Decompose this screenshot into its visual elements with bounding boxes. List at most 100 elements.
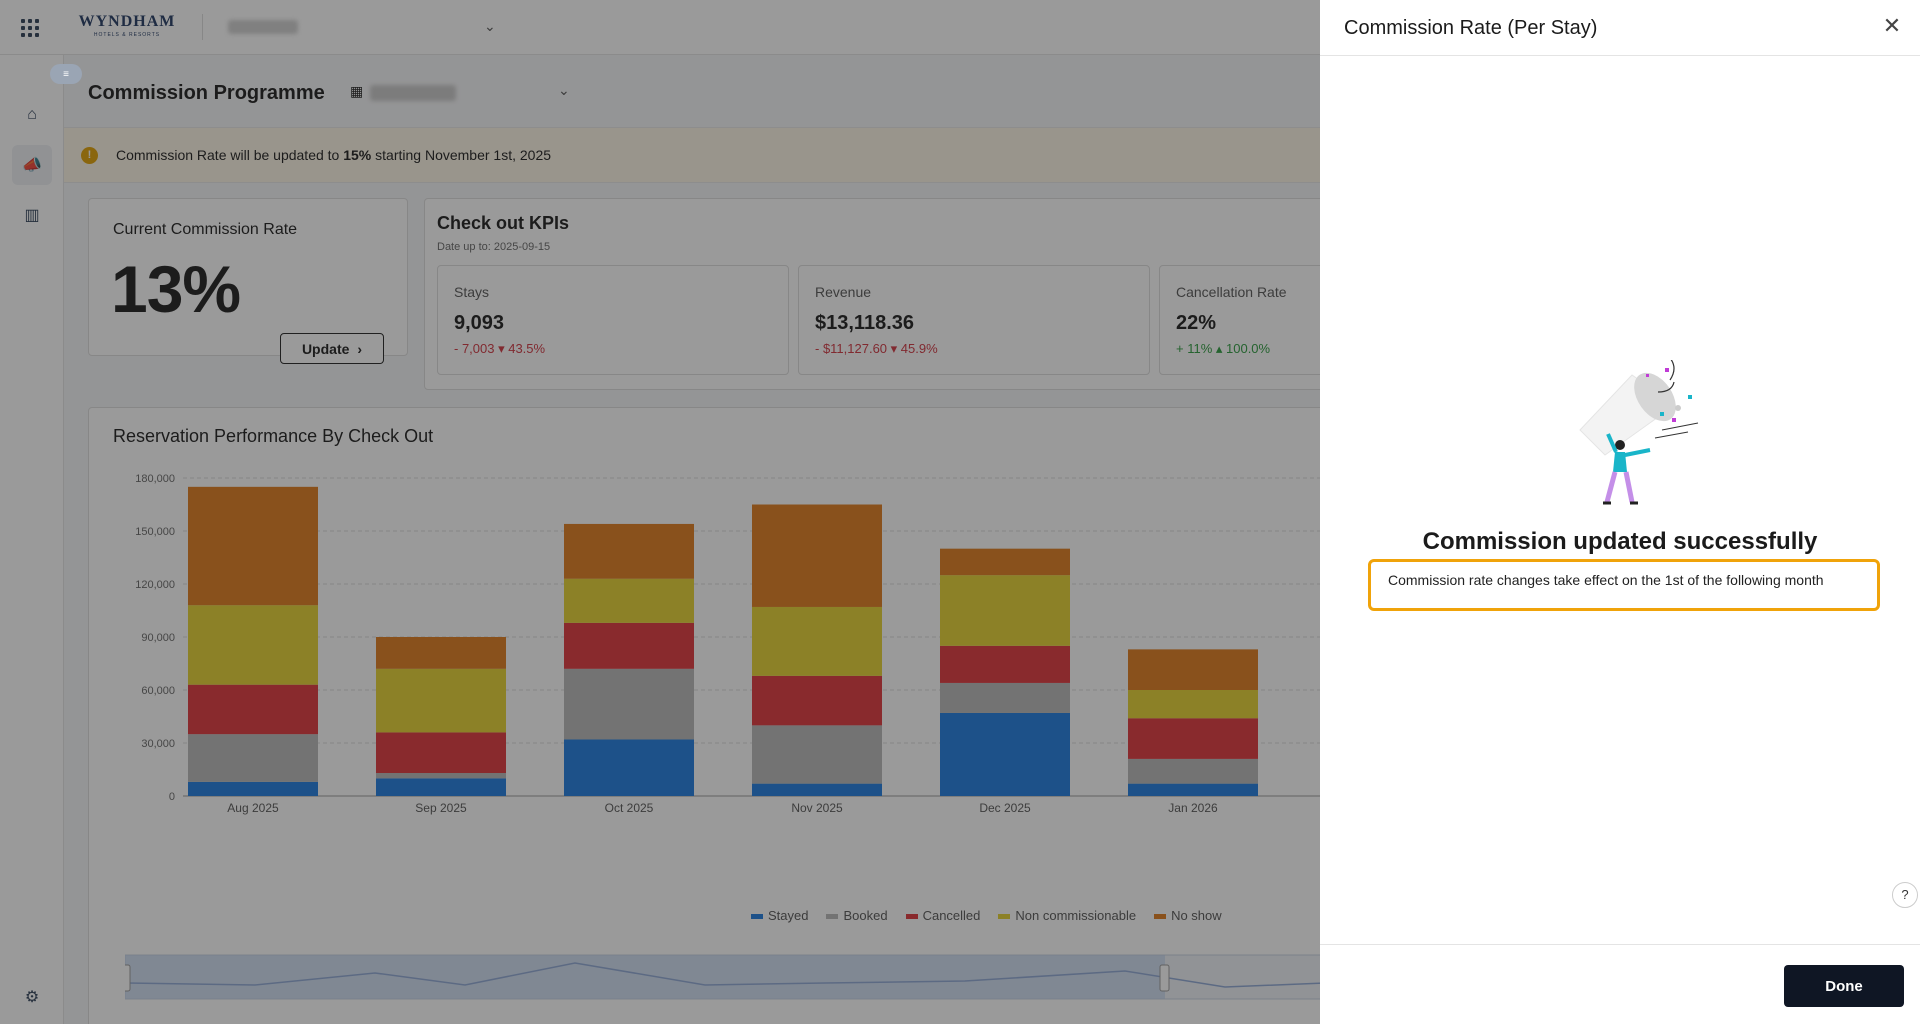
settings-icon[interactable]: ⚙ bbox=[24, 989, 40, 1006]
drawer-footer: Done bbox=[1320, 944, 1920, 1024]
bar-segment[interactable] bbox=[940, 548, 1070, 576]
kpi-value: 22% bbox=[1176, 312, 1217, 334]
bar-segment[interactable] bbox=[564, 523, 694, 579]
banner-text: Commission Rate will be updated to 15% s… bbox=[116, 147, 552, 163]
sidebar: ⌂ 📣 ▥ ⚙ bbox=[0, 55, 64, 1024]
hotel-name-blurred[interactable] bbox=[370, 85, 456, 101]
drawer-title: Commission Rate (Per Stay) bbox=[1344, 17, 1598, 39]
legend-label: Cancelled bbox=[922, 908, 981, 923]
y-tick-label: 120,000 bbox=[135, 579, 175, 591]
kpi-stays: Stays 9,093 - 7,003 ▾ 43.5% bbox=[437, 265, 789, 375]
legend-item[interactable]: Non commissionable bbox=[998, 908, 1136, 923]
bar-segment[interactable] bbox=[752, 606, 882, 676]
y-tick-label: 0 bbox=[169, 791, 175, 803]
chart-legend: Stayed Booked Cancelled Non commissionable N… bbox=[751, 908, 1222, 923]
building-icon[interactable]: ▥ bbox=[24, 207, 40, 224]
kpi-date: Date up to: 2025-09-15 bbox=[437, 241, 551, 253]
brush-handle-right[interactable] bbox=[1159, 964, 1170, 992]
bar-segment[interactable] bbox=[752, 675, 882, 726]
bar-segment[interactable] bbox=[188, 734, 318, 782]
done-button[interactable]: Done bbox=[1784, 965, 1904, 1007]
x-tick-label: Dec 2025 bbox=[979, 801, 1031, 815]
bar-segment[interactable] bbox=[940, 575, 1070, 646]
legend-swatch bbox=[751, 914, 763, 920]
legend-swatch bbox=[998, 914, 1011, 920]
bar-segment[interactable] bbox=[940, 682, 1070, 713]
bar-segment[interactable] bbox=[1128, 783, 1258, 796]
y-tick-label: 180,000 bbox=[135, 473, 175, 485]
legend-item[interactable]: No show bbox=[1154, 908, 1222, 923]
bar-segment[interactable] bbox=[564, 578, 694, 623]
logo-subtext: HOTELS & RESORTS bbox=[93, 32, 161, 38]
current-rate-label: Current Commission Rate bbox=[113, 221, 298, 238]
app-grid-icon[interactable] bbox=[21, 19, 39, 37]
legend-swatch bbox=[1154, 914, 1167, 920]
legend-label: No show bbox=[1171, 908, 1222, 923]
property-selector-blurred[interactable] bbox=[228, 20, 298, 34]
x-tick-label: Aug 2025 bbox=[227, 801, 279, 815]
commission-rate-drawer: Commission Rate (Per Stay) ✕ Commission … bbox=[1320, 0, 1920, 1024]
wyndham-logo: WYNDHAM HOTELS & RESORTS bbox=[78, 13, 176, 41]
bar-segment[interactable] bbox=[1128, 690, 1258, 719]
bar-segment[interactable] bbox=[752, 504, 882, 607]
legend-item[interactable]: Booked bbox=[826, 908, 888, 923]
current-rate-value: 13% bbox=[111, 252, 241, 326]
brush-handle-left[interactable] bbox=[125, 964, 131, 992]
kpi-change: - $11,127.60 ▾ 45.9% bbox=[815, 341, 938, 356]
bar-segment[interactable] bbox=[564, 739, 694, 796]
drawer-header: Commission Rate (Per Stay) ✕ bbox=[1320, 0, 1920, 56]
bar-segment[interactable] bbox=[188, 684, 318, 735]
dashboard-icon[interactable]: ⌂ bbox=[27, 106, 37, 123]
bar-segment[interactable] bbox=[1128, 758, 1258, 784]
kpi-label: Revenue bbox=[815, 284, 872, 300]
bar-segment[interactable] bbox=[940, 712, 1070, 796]
bar-segment[interactable] bbox=[188, 781, 318, 796]
kpi-title: Check out KPIs bbox=[437, 213, 570, 233]
range-brush[interactable] bbox=[125, 953, 1425, 1001]
bar-segment[interactable] bbox=[376, 778, 506, 796]
legend-label: Booked bbox=[843, 908, 888, 923]
legend-swatch bbox=[905, 914, 918, 920]
bar-segment[interactable] bbox=[752, 783, 882, 796]
warning-icon: ! bbox=[81, 147, 98, 164]
bar-segment[interactable] bbox=[188, 605, 318, 685]
close-icon[interactable]: ✕ bbox=[1882, 13, 1902, 38]
x-tick-label: Jan 2026 bbox=[1168, 801, 1218, 815]
success-title: Commission updated successfully bbox=[1422, 528, 1818, 555]
legend-item[interactable]: Cancelled bbox=[905, 908, 981, 923]
x-tick-label: Oct 2025 bbox=[605, 801, 654, 815]
bar-segment[interactable] bbox=[376, 668, 506, 733]
brush-selection[interactable] bbox=[125, 955, 1165, 999]
y-tick-label: 60,000 bbox=[141, 685, 175, 697]
chevron-right-icon: › bbox=[357, 340, 363, 357]
bar-segment[interactable] bbox=[376, 732, 506, 774]
collapse-sidebar-icon[interactable]: ≡ bbox=[50, 64, 82, 84]
y-tick-label: 30,000 bbox=[141, 738, 175, 750]
bar-segment[interactable] bbox=[188, 486, 318, 606]
bar-segment[interactable] bbox=[564, 622, 694, 669]
kpi-label: Stays bbox=[454, 284, 490, 300]
legend-label: Non commissionable bbox=[1015, 908, 1137, 923]
legend-label: Stayed bbox=[768, 908, 809, 923]
bar-segment[interactable] bbox=[940, 645, 1070, 683]
bar-segment[interactable] bbox=[564, 668, 694, 740]
update-button[interactable]: Update › bbox=[280, 333, 384, 364]
chevron-down-icon[interactable]: ⌄ bbox=[558, 82, 570, 98]
legend-item[interactable]: Stayed bbox=[751, 908, 808, 923]
bar-segment[interactable] bbox=[376, 637, 506, 669]
bar-segment[interactable] bbox=[1128, 649, 1258, 690]
kpi-revenue: Revenue $13,118.36 - $11,127.60 ▾ 45.9% bbox=[798, 265, 1150, 375]
success-message-box: Commission rate changes take effect on t… bbox=[1368, 559, 1880, 611]
success-message: Commission rate changes take effect on t… bbox=[1388, 572, 1824, 588]
bar-segment[interactable] bbox=[1128, 718, 1258, 759]
legend-swatch bbox=[826, 914, 839, 920]
bar-segment[interactable] bbox=[752, 725, 882, 784]
logo-text: WYNDHAM bbox=[78, 13, 176, 30]
megaphone-icon[interactable]: 📣 bbox=[12, 145, 52, 185]
divider bbox=[202, 14, 203, 40]
bar-segment[interactable] bbox=[376, 773, 506, 779]
y-tick-label: 150,000 bbox=[135, 526, 175, 538]
help-icon[interactable]: ? bbox=[1892, 882, 1918, 908]
kpi-change: - 7,003 ▾ 43.5% bbox=[454, 341, 546, 356]
chevron-down-icon[interactable]: ⌄ bbox=[484, 18, 496, 34]
